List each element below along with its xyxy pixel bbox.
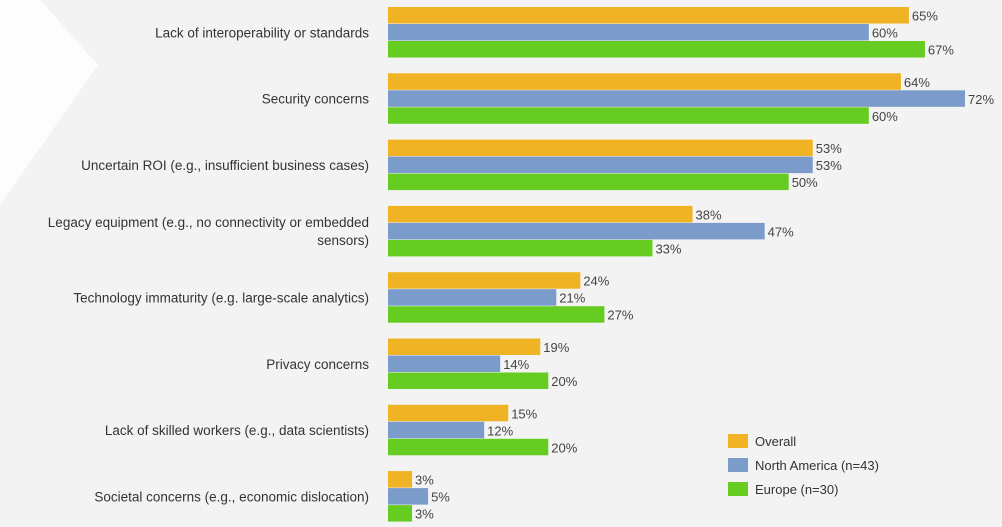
bar [388,372,549,389]
bar-value-label: 38% [696,207,722,222]
bar [388,404,509,422]
bar [388,338,541,355]
bar [388,139,813,157]
category-label-line: Technology immaturity (e.g. large-scale … [73,290,369,305]
bar-value-label: 14% [503,357,529,372]
bar-value-label: 47% [768,224,794,239]
bar [388,24,869,41]
bar [388,306,605,323]
category-label: Technology immaturity (e.g. large-scale … [73,290,369,305]
legend-label: Europe (n=30) [755,482,838,497]
bar [388,222,765,240]
category-label: Lack of skilled workers (e.g., data scie… [105,423,369,438]
legend-label: Overall [755,434,796,449]
legend-swatch [728,482,748,496]
bar-value-label: 21% [559,291,585,306]
bar [388,205,693,223]
bar [388,90,965,107]
category-label: Security concerns [262,92,370,107]
background-chevron-shape [0,0,98,205]
bar [388,272,581,289]
category-label-line: Security concerns [262,92,370,107]
category-label: Lack of interoperability or standards [155,25,369,40]
category-label-line: Uncertain ROI (e.g., insufficient busine… [81,158,369,173]
bar [388,107,869,124]
category-label-line: Privacy concerns [266,357,369,372]
bar [388,73,901,90]
legend: Overall North America (n=43) Europe (n=30) [728,434,879,497]
legend-label: North America (n=43) [755,458,879,473]
bar [388,438,549,456]
bar-value-label: 27% [607,308,633,323]
bar [388,355,501,372]
bar [388,239,653,257]
legend-swatch [728,458,748,472]
bar-value-label: 50% [792,175,818,190]
category-label-line: Legacy equipment (e.g., no connectivity … [48,215,369,230]
bar-value-label: 65% [912,9,938,24]
bar [388,173,789,191]
category-label: Legacy equipment (e.g., no connectivity … [48,215,369,248]
bars-layer: 65% 60% 67% 64% 72% 60% 53% 53% 50% 38% 47% 33% 24% 2… [388,7,994,522]
bar [388,471,413,488]
bar [388,289,557,306]
bar [388,421,485,439]
bar-value-label: 24% [583,274,609,289]
bar-value-label: 19% [543,340,569,355]
category-label-line: Lack of interoperability or standards [155,25,369,40]
bar-value-label: 53% [816,158,842,173]
bar-value-label: 64% [904,75,930,90]
bar [388,488,429,505]
bar-value-label: 5% [431,490,450,505]
category-label: Privacy concerns [266,357,369,372]
category-label-line: Lack of skilled workers (e.g., data scie… [105,423,369,438]
bar-value-label: 60% [872,26,898,41]
bar [388,7,909,24]
bar-value-label: 60% [872,109,898,124]
bar-value-label: 3% [415,507,434,522]
bar-value-label: 3% [415,473,434,488]
bar-value-label: 20% [551,374,577,389]
legend-swatch [728,434,748,448]
category-label-line: Societal concerns (e.g., economic disloc… [94,489,369,504]
bar-value-label: 72% [968,92,994,107]
bar-value-label: 12% [487,423,513,438]
bar-value-label: 33% [655,241,681,256]
category-labels: Lack of interoperability or standards Sec… [48,25,369,504]
category-label-line: sensors) [317,233,369,248]
category-label: Uncertain ROI (e.g., insufficient busine… [81,158,369,173]
bar-value-label: 15% [511,406,537,421]
bar [388,156,813,174]
bar [388,41,925,58]
bar-value-label: 67% [928,43,954,58]
bar [388,505,413,522]
bar-value-label: 53% [816,141,842,156]
category-label: Societal concerns (e.g., economic disloc… [94,489,369,504]
bar-value-label: 20% [551,440,577,455]
